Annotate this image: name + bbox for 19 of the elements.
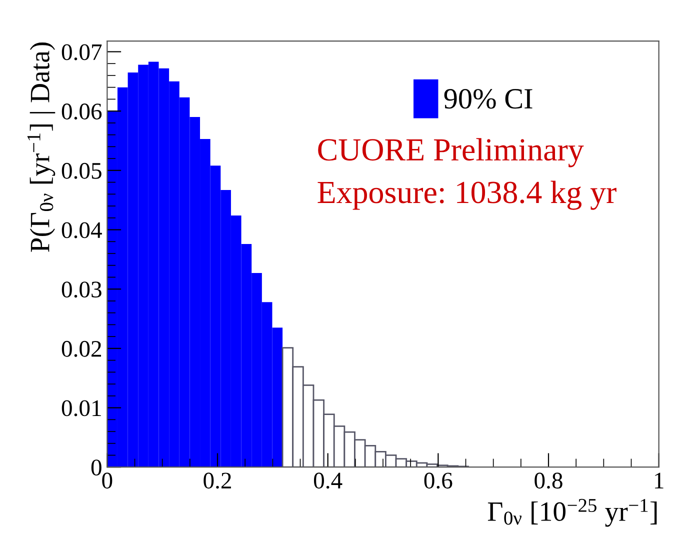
y-tick-label: 0.02 [62, 340, 102, 357]
y-tick-label: 0.05 [62, 162, 102, 179]
x-tick-label: 0.6 [424, 472, 452, 489]
x-tick-label: 1 [655, 472, 664, 488]
y-axis-title: P(Γ$_{0ν}$ [yr$^{−1}$] | Data) [27, 42, 56, 252]
y-tick-label: 0 [91, 460, 102, 476]
x-tick-label: 0.4 [314, 472, 342, 489]
y-tick-label: 0.04 [62, 222, 102, 238]
y-tick-label: 0.01 [62, 400, 101, 416]
annotation: Exposure: 1038.4 kg yr [318, 180, 616, 210]
y-tick-label: 0.03 [62, 282, 102, 298]
annotation: CUORE Preliminary [318, 138, 584, 168]
legend-label: 90% CI [444, 88, 532, 109]
x-axis-title: Γ$_{0ν}$ [10$^{−25}$ yr$^{−1}$] [488, 498, 657, 527]
y-tick-label: 0.07 [62, 44, 102, 60]
x-tick-label: 0.2 [204, 472, 231, 489]
y-tick-label: 0.06 [62, 104, 102, 120]
x-tick-label: 0 [102, 472, 112, 489]
x-tick-label: 0.8 [534, 472, 562, 489]
